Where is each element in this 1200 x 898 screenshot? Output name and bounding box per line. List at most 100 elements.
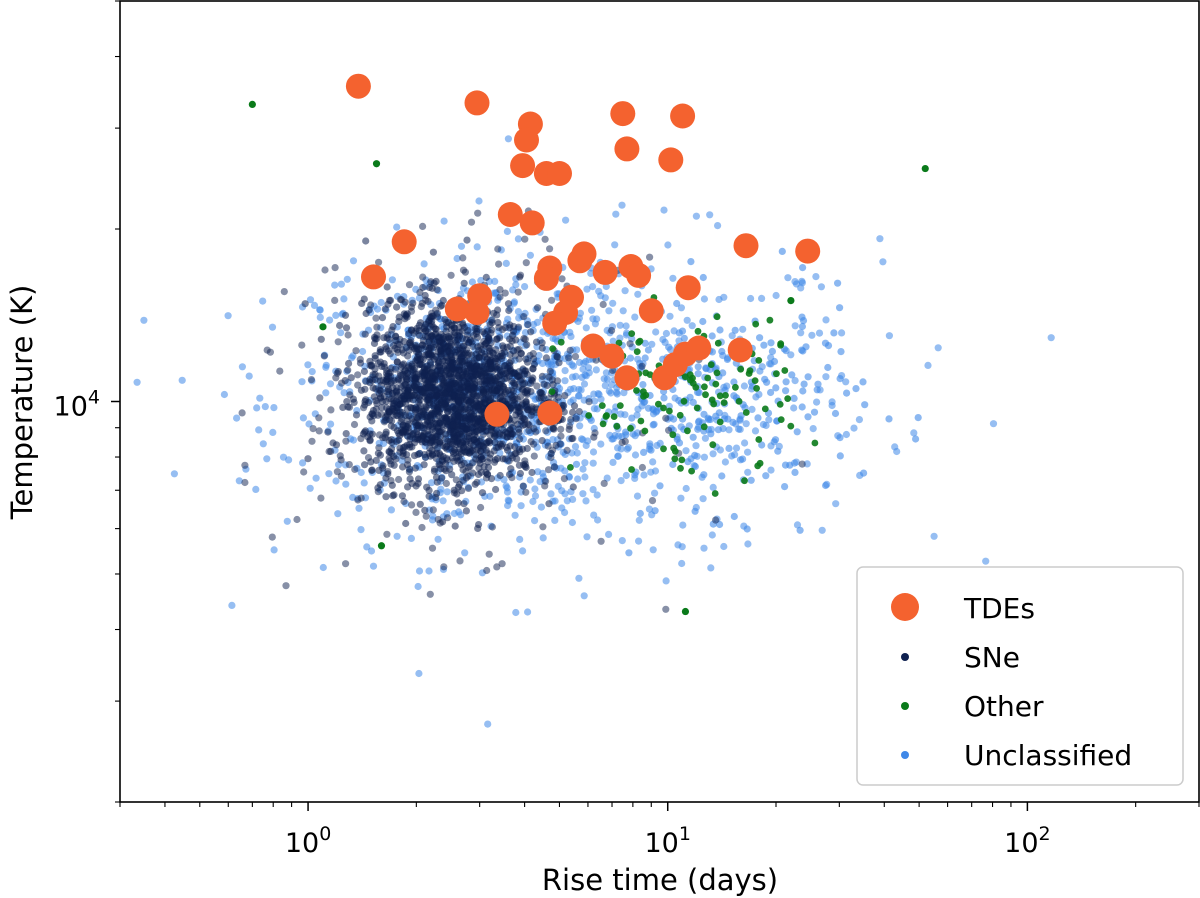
unclassified-point bbox=[306, 484, 314, 492]
unclassified-point bbox=[415, 669, 423, 678]
unclassified-point bbox=[261, 403, 269, 411]
sne-point bbox=[477, 453, 485, 461]
sne-point bbox=[383, 366, 391, 375]
sne-point bbox=[362, 377, 370, 385]
sne-point bbox=[325, 447, 333, 456]
other-point bbox=[680, 397, 688, 405]
background-points-layer bbox=[133, 100, 1055, 728]
sne-point bbox=[520, 313, 528, 321]
unclassified-point bbox=[306, 296, 315, 304]
unclassified-point bbox=[575, 358, 584, 367]
sne-point bbox=[361, 385, 369, 393]
other-point bbox=[787, 297, 795, 305]
sne-point bbox=[460, 500, 468, 508]
unclassified-point bbox=[838, 329, 846, 337]
other-point bbox=[777, 416, 785, 423]
sne-point bbox=[493, 443, 501, 452]
sne-point bbox=[566, 346, 574, 354]
sne-point bbox=[519, 482, 527, 490]
sne-point bbox=[484, 458, 492, 466]
other-point bbox=[646, 371, 654, 378]
sne-point bbox=[316, 394, 324, 402]
sne-point bbox=[508, 474, 516, 482]
other-point bbox=[640, 393, 647, 400]
sne-point bbox=[585, 398, 593, 406]
unclassified-point bbox=[533, 318, 542, 326]
unclassified-point bbox=[594, 516, 602, 524]
sne-point bbox=[374, 449, 382, 457]
unclassified-point bbox=[337, 329, 345, 337]
sne-point bbox=[387, 477, 395, 485]
sne-point bbox=[469, 390, 477, 398]
unclassified-point bbox=[790, 394, 798, 402]
unclassified-point bbox=[792, 458, 800, 466]
sne-point bbox=[480, 337, 488, 345]
unclassified-point bbox=[312, 474, 320, 482]
other-point bbox=[660, 404, 667, 412]
tde-point bbox=[571, 241, 597, 267]
unclassified-point bbox=[235, 477, 243, 485]
unclassified-point bbox=[793, 428, 801, 436]
sne-point bbox=[513, 395, 521, 403]
unclassified-point bbox=[597, 292, 605, 300]
sne-point bbox=[569, 408, 577, 416]
unclassified-point bbox=[842, 430, 851, 439]
unclassified-point bbox=[633, 492, 642, 500]
sne-point bbox=[522, 259, 530, 267]
unclassified-point bbox=[529, 497, 537, 506]
other-point bbox=[615, 339, 623, 347]
sne-point bbox=[436, 451, 444, 459]
unclassified-point bbox=[608, 435, 616, 443]
axis-ticks bbox=[111, 0, 1200, 811]
sne-point bbox=[341, 311, 350, 319]
sne-point bbox=[512, 336, 520, 344]
unclassified-point bbox=[646, 440, 654, 448]
tde-point bbox=[497, 202, 523, 227]
unclassified-point bbox=[331, 281, 339, 289]
other-point bbox=[784, 395, 792, 402]
sne-point bbox=[538, 344, 546, 352]
sne-point bbox=[416, 500, 424, 508]
other-point bbox=[709, 441, 717, 449]
sne-point bbox=[516, 435, 524, 443]
sne-point bbox=[502, 370, 510, 378]
unclassified-point bbox=[808, 331, 816, 339]
unclassified-point bbox=[590, 397, 599, 405]
sne-point bbox=[395, 313, 403, 321]
sne-point bbox=[492, 485, 500, 494]
sne-point bbox=[474, 524, 482, 533]
unclassified-point bbox=[799, 347, 807, 355]
sne-point bbox=[521, 335, 529, 343]
sne-point bbox=[488, 387, 496, 395]
unclassified-point bbox=[731, 451, 739, 459]
sne-point bbox=[548, 296, 556, 304]
other-point bbox=[669, 431, 677, 439]
unclassified-point bbox=[678, 559, 686, 568]
unclassified-point bbox=[631, 313, 639, 321]
unclassified-point bbox=[660, 394, 668, 402]
unclassified-point bbox=[649, 546, 657, 554]
sne-point bbox=[482, 273, 490, 281]
unclassified-point bbox=[512, 281, 520, 289]
sne-point bbox=[516, 271, 525, 279]
other-point bbox=[773, 370, 780, 378]
sne-point bbox=[524, 321, 532, 329]
tde-point bbox=[727, 337, 753, 363]
sne-point bbox=[569, 483, 577, 491]
unclassified-point bbox=[782, 347, 790, 355]
unclassified-point bbox=[640, 448, 648, 456]
tde-point bbox=[391, 229, 417, 255]
sne-point bbox=[556, 440, 564, 448]
unclassified-point bbox=[832, 500, 840, 508]
sne-point bbox=[456, 441, 465, 449]
unclassified-point bbox=[305, 420, 313, 428]
unclassified-point bbox=[590, 511, 598, 519]
unclassified-point bbox=[503, 484, 511, 492]
unclassified-point bbox=[299, 459, 307, 467]
sne-point bbox=[485, 373, 493, 381]
unclassified-point bbox=[259, 440, 267, 448]
sne-point bbox=[361, 330, 369, 338]
unclassified-point bbox=[744, 468, 752, 476]
unclassified-point bbox=[688, 322, 696, 330]
sne-point bbox=[366, 436, 374, 444]
